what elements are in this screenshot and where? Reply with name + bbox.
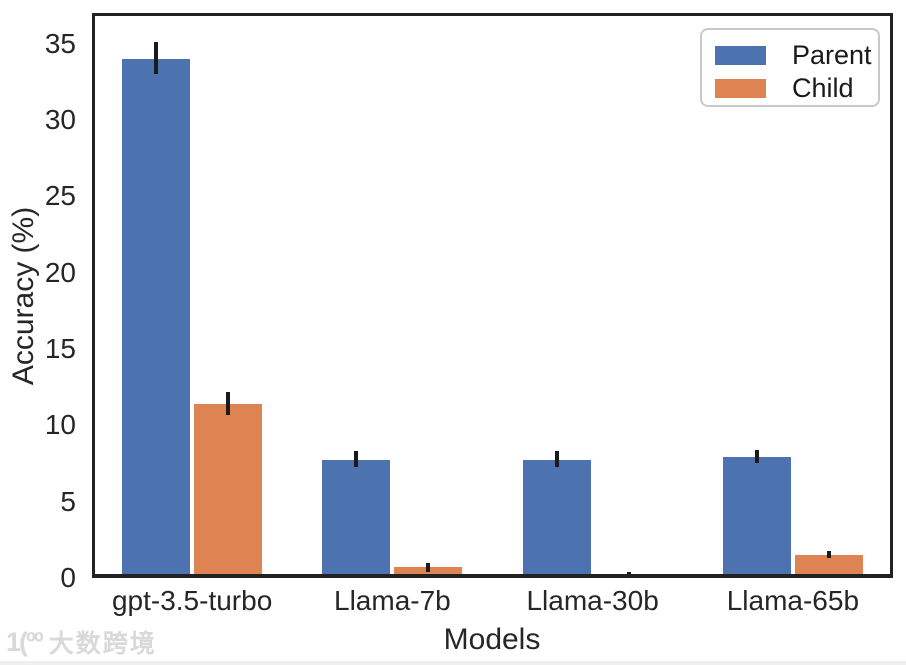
- bar-child-llama-65b: [794, 555, 863, 578]
- error-bar-parent-llama-7b: [354, 451, 359, 467]
- legend-label-child: Child: [792, 73, 854, 103]
- y-tick-label: 25: [44, 180, 76, 212]
- watermark-text: 大数跨境: [48, 630, 157, 658]
- bar-parent-llama-65b: [722, 457, 791, 578]
- x-axis-label: Models: [443, 623, 541, 656]
- parent-color-swatch: [715, 46, 766, 65]
- error-bar-child-gpt-3.5-turbo: [226, 391, 231, 415]
- bar-parent-llama-30b: [522, 460, 591, 578]
- y-tick-label: 10: [44, 409, 76, 441]
- y-tick-label: 20: [44, 256, 76, 288]
- legend-label-parent: Parent: [792, 40, 872, 70]
- watermark: 1(ºº 大数跨境: [6, 624, 157, 660]
- bar-child-llama-7b: [394, 567, 463, 578]
- legend-entry-child: Child: [715, 72, 878, 105]
- x-tick-label: Llama-30b: [526, 585, 659, 616]
- plot-area: [92, 13, 893, 578]
- x-tick-label: Llama-7b: [334, 585, 451, 616]
- y-tick-label: 5: [60, 485, 76, 517]
- bar-child-gpt-3.5-turbo: [194, 403, 263, 578]
- watermark-logo-icon: 1(ºº: [6, 626, 44, 657]
- y-tick-label: 30: [44, 103, 76, 135]
- bar-parent-llama-7b: [322, 460, 391, 578]
- error-bar-parent-llama-30b: [554, 451, 559, 467]
- error-bar-child-llama-65b: [826, 550, 831, 559]
- x-tick-label: gpt-3.5-turbo: [111, 585, 273, 616]
- bottom-edge-strip: [0, 661, 906, 665]
- y-tick-label: 15: [44, 332, 76, 364]
- legend-entry-parent: Parent: [715, 39, 878, 72]
- y-tick-label: 35: [44, 27, 76, 59]
- child-color-swatch: [715, 79, 766, 98]
- y-tick-label: 0: [60, 562, 76, 593]
- bar-parent-gpt-3.5-turbo: [122, 58, 191, 578]
- error-bar-child-llama-7b: [426, 562, 431, 572]
- legend: Parent Child: [700, 28, 880, 107]
- x-tick-label: Llama-65b: [726, 585, 860, 616]
- error-bar-parent-llama-65b: [754, 449, 759, 464]
- error-bar-parent-gpt-3.5-turbo: [154, 42, 159, 75]
